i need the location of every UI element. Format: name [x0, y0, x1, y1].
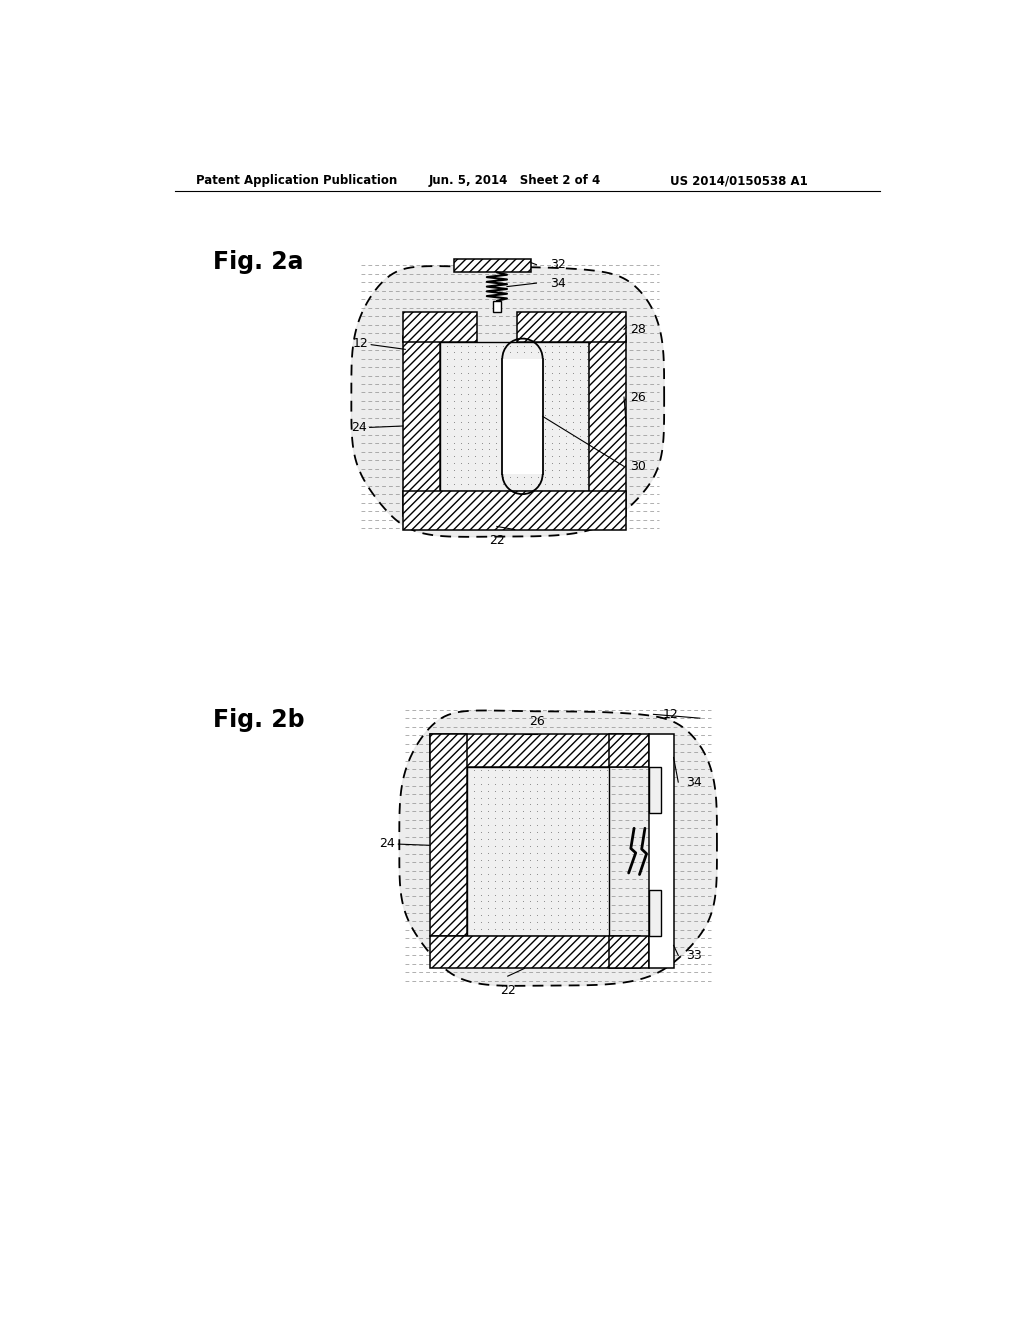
Bar	[430, 734, 467, 936]
Bar	[403, 313, 477, 342]
Text: Fig. 2b: Fig. 2b	[213, 709, 305, 733]
Bar	[649, 767, 662, 813]
Text: 32: 32	[550, 259, 566, 271]
Bar	[467, 767, 608, 936]
Text: 34: 34	[550, 277, 566, 289]
Bar	[440, 342, 589, 491]
Text: Jun. 5, 2014   Sheet 2 of 4: Jun. 5, 2014 Sheet 2 of 4	[429, 174, 601, 187]
Text: Fig. 2a: Fig. 2a	[213, 251, 304, 275]
Text: 26: 26	[630, 391, 646, 404]
Text: US 2014/0150538 A1: US 2014/0150538 A1	[671, 174, 808, 187]
Bar	[503, 359, 543, 474]
Text: 34: 34	[686, 776, 701, 788]
Text: 30: 30	[630, 459, 646, 473]
Bar	[517, 313, 627, 342]
Text: 28: 28	[630, 323, 646, 335]
Bar	[649, 890, 662, 936]
Bar	[493, 301, 501, 313]
Bar	[608, 936, 649, 969]
Bar	[430, 734, 640, 767]
Bar	[649, 734, 674, 969]
Text: 24: 24	[351, 421, 403, 434]
Bar	[430, 936, 640, 969]
Text: 12: 12	[663, 708, 679, 721]
Bar	[454, 259, 531, 272]
Text: 24: 24	[380, 837, 430, 850]
Bar	[608, 734, 649, 767]
Text: 12: 12	[352, 337, 406, 350]
Bar	[403, 335, 440, 516]
Text: Patent Application Publication: Patent Application Publication	[197, 174, 397, 187]
Text: 33: 33	[686, 949, 701, 962]
Text: 22: 22	[489, 535, 505, 548]
Bar	[589, 335, 627, 516]
Bar	[403, 491, 627, 529]
Polygon shape	[399, 710, 717, 986]
Text: 26: 26	[529, 715, 545, 729]
Polygon shape	[351, 267, 665, 537]
Text: 22: 22	[500, 983, 516, 997]
